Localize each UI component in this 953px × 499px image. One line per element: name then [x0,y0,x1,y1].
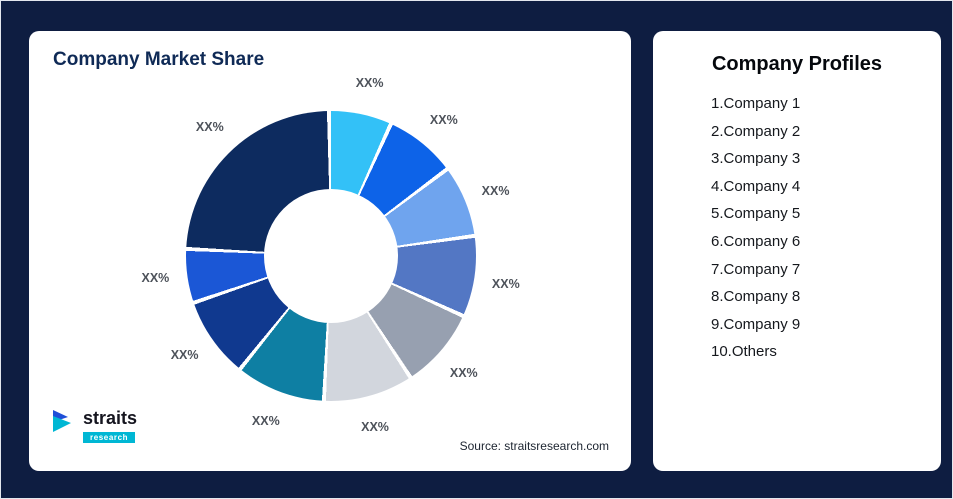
profile-item: 9.Company 9 [711,315,801,333]
segment-label: XX% [429,112,458,127]
logo-text-sub: research [83,432,136,443]
profile-item: 3.Company 3 [711,150,801,168]
profile-item: 8.Company 8 [711,288,801,306]
straits-logo-icon [53,410,71,432]
profile-item: 10.Others [711,343,777,361]
segment-label: XX% [195,119,224,134]
profile-item: 1.Company 1 [711,95,801,112]
chart-title: Company Market Share [53,49,265,70]
logo-text-main: straits [83,408,138,428]
logo-text: straits research [83,409,137,445]
source-text: Source: straitsresearch.com [459,439,609,453]
profile-item: 2.Company 2 [711,122,801,140]
segment-label: XX% [355,76,384,91]
profile-item: 6.Company 6 [711,232,801,250]
straits-research-logo: straits research [51,409,137,445]
segment-label: XX% [491,276,520,291]
donut-hole [264,189,398,323]
profiles-title: Company Profiles [711,53,883,75]
segment-label: XX% [251,413,280,428]
company-profiles-card: Company Profiles 1.Company 1 2.Company 2… [653,31,941,471]
segment-label: XX% [361,420,389,435]
segment-label: XX% [449,366,478,381]
profile-item: 5.Company 5 [711,205,801,223]
segment-label: XX% [141,271,170,286]
market-share-card: Company Market Share straits research So… [29,31,631,471]
segment-label: XX% [481,183,510,198]
donut-chart [186,111,476,401]
profiles-list: 1.Company 1 2.Company 2 3.Company 3 4.Co… [653,90,941,366]
segment-label: XX% [170,348,199,363]
profile-item: 4.Company 4 [711,177,801,195]
profile-item: 7.Company 7 [711,260,801,278]
